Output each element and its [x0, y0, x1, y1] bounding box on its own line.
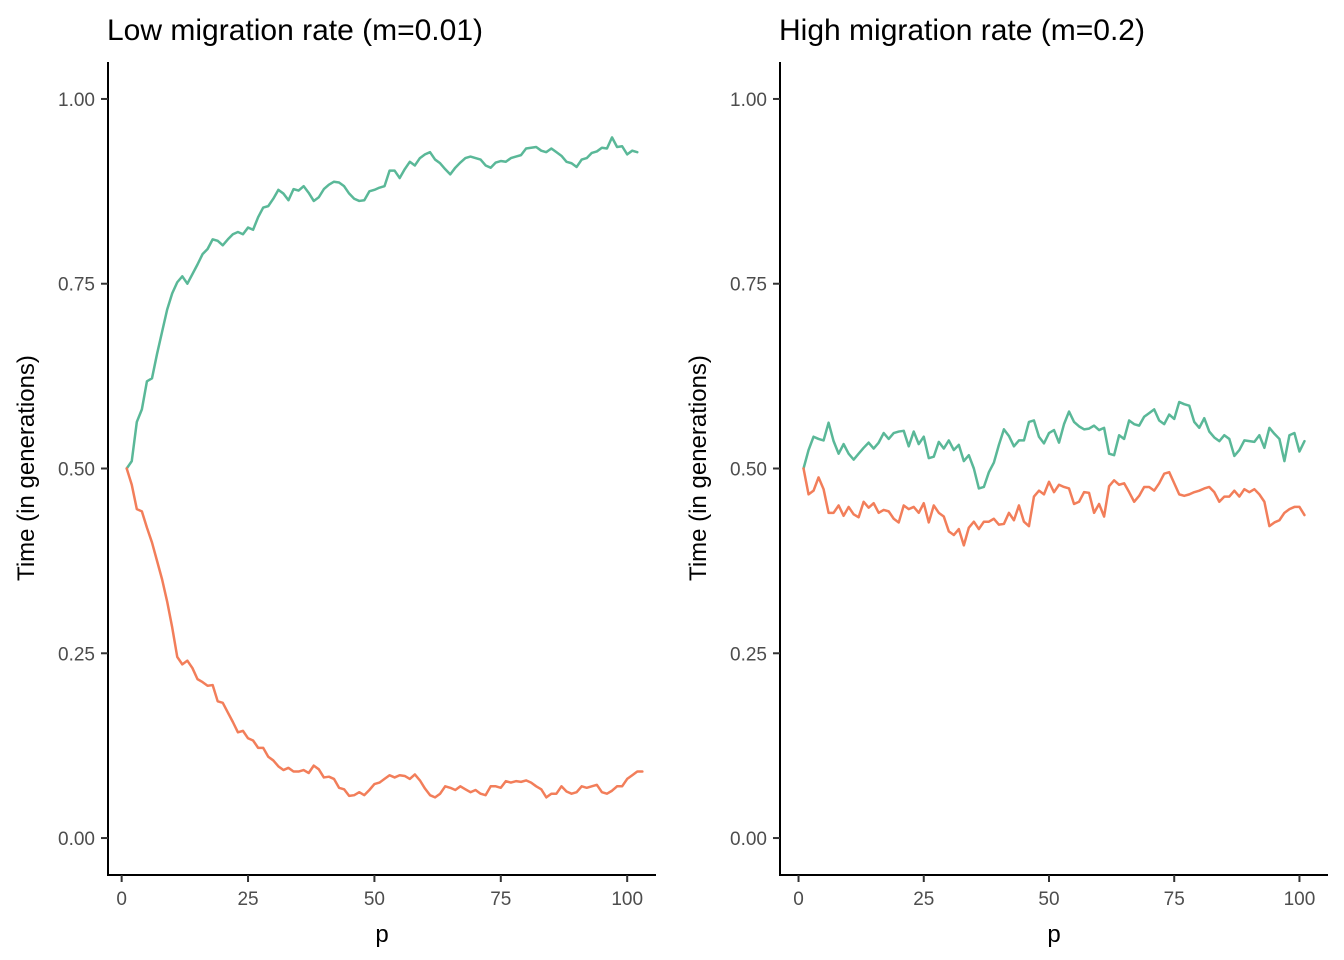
y-tick-label: 0.00	[58, 829, 95, 850]
x-tick-label: 25	[913, 889, 934, 910]
chart-title: Low migration rate (m=0.01)	[107, 14, 483, 47]
plot-area	[802, 400, 1306, 547]
series-line-2	[802, 467, 1306, 547]
x-tick-label: 50	[364, 889, 385, 910]
panel-low-migration: Low migration rate (m=0.01) 0 25 50 75 100 0.…	[13, 14, 656, 948]
y-tick-label: 0.25	[58, 644, 95, 665]
x-tick-label: 100	[611, 889, 643, 910]
chart-title: High migration rate (m=0.2)	[779, 14, 1145, 47]
y-tick-label: 0.00	[730, 829, 767, 850]
axis-ticks: 0 25 50 75 100 0.00 0.25 0.50 0.75 1.00	[58, 90, 643, 910]
x-tick-label: 75	[1164, 889, 1185, 910]
plot-area	[125, 136, 644, 799]
axis-ticks: 0 25 50 75 100 0.00 0.25 0.50 0.75 1.00	[730, 90, 1315, 910]
x-tick-label: 100	[1284, 889, 1316, 910]
x-axis-title: p	[1047, 921, 1060, 948]
panel-high-migration: High migration rate (m=0.2) 0 25 50 75 100 0.…	[685, 14, 1328, 948]
y-tick-label: 0.50	[58, 460, 95, 481]
y-tick-label: 0.25	[730, 644, 767, 665]
series-line-1	[802, 400, 1306, 490]
series-line-2	[125, 467, 644, 799]
x-tick-label: 50	[1038, 889, 1059, 910]
x-tick-label: 0	[793, 889, 804, 910]
x-tick-label: 75	[490, 889, 511, 910]
x-axis-title: p	[375, 921, 388, 948]
y-tick-label: 1.00	[730, 90, 767, 111]
y-axis-title: Time (in generations)	[685, 355, 712, 581]
series-line-1	[125, 136, 639, 470]
y-tick-label: 0.75	[730, 275, 767, 296]
x-tick-label: 25	[237, 889, 258, 910]
y-tick-label: 1.00	[58, 90, 95, 111]
y-axis-title: Time (in generations)	[13, 355, 40, 581]
y-tick-label: 0.50	[730, 460, 767, 481]
y-tick-label: 0.75	[58, 275, 95, 296]
x-tick-label: 0	[116, 889, 127, 910]
